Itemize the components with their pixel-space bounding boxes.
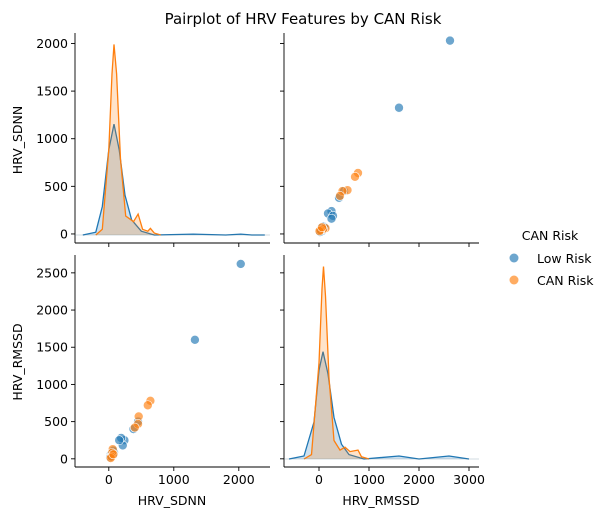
- legend-label-can-risk: CAN Risk: [537, 273, 594, 288]
- legend-marker-can-risk: [509, 275, 519, 285]
- legend-title: CAN Risk: [522, 228, 579, 243]
- y-axis-label-sdnn: HRV_SDNN: [10, 106, 25, 174]
- legend-marker-low-risk: [509, 253, 519, 263]
- kde-fill-low-risk: [82, 124, 265, 235]
- y-axis-label-rmssd: HRV_RMSSD: [10, 323, 25, 400]
- y-tick-label: 2000: [36, 303, 68, 318]
- legend-label-low-risk: Low Risk: [537, 251, 592, 266]
- scatter-point-low-risk: [114, 435, 124, 446]
- scatter-point-low-risk: [394, 102, 404, 113]
- scatter-point-low-risk: [445, 35, 455, 46]
- scatter-point-can-risk: [335, 191, 345, 201]
- scatter-point-can-risk: [130, 422, 140, 433]
- kde-fill-can-risk: [304, 266, 369, 459]
- kde-line-can-risk: [95, 44, 161, 236]
- scatter-point-can-risk: [108, 449, 119, 460]
- scatter-point-can-risk: [350, 172, 360, 182]
- scatter-panel-rmssd-vs-sdnn: [280, 33, 479, 247]
- x-tick-label: 3000: [453, 472, 485, 487]
- kde-panel-rmssd: 0 1000 2000 3000: [280, 255, 485, 487]
- x-tick-label: 1000: [353, 472, 385, 487]
- scatter-point-can-risk: [143, 400, 153, 411]
- y-tick-label: 2500: [36, 265, 68, 280]
- x-axis-label-rmssd: HRV_RMSSD: [342, 493, 419, 508]
- y-tick-label: 2000: [36, 36, 68, 51]
- scatter-point-can-risk: [317, 222, 327, 233]
- y-tick-label: 1500: [36, 340, 68, 355]
- kde-fill-low-risk: [289, 351, 469, 459]
- y-tick-label: 0: [60, 451, 68, 466]
- y-tick-label: 1000: [36, 377, 68, 392]
- y-tick-label: 500: [44, 179, 68, 194]
- x-tick-label: 1000: [158, 472, 190, 487]
- kde-panel-sdnn: 0 500 1000 1500 2000: [36, 33, 270, 247]
- x-tick-label: 0: [315, 472, 323, 487]
- x-axis-label-sdnn: HRV_SDNN: [138, 493, 206, 508]
- chart-title: Pairplot of HRV Features by CAN Risk: [165, 10, 442, 28]
- scatter-point-low-risk: [326, 213, 337, 224]
- scatter-point-low-risk: [190, 334, 200, 345]
- kde-fill-can-risk: [95, 44, 161, 236]
- x-tick-label: 2000: [403, 472, 435, 487]
- y-tick-label: 0: [60, 226, 68, 241]
- y-tick-label: 1500: [36, 84, 68, 99]
- kde-line-can-risk: [303, 266, 370, 460]
- x-tick-label: 2000: [223, 472, 255, 487]
- y-tick-label: 1000: [36, 131, 68, 146]
- scatter-point-low-risk: [235, 259, 246, 269]
- scatter-panel-sdnn-vs-rmssd: 0 1000 2000 0 500 1000 1500 2000 2500: [36, 255, 270, 487]
- legend: CAN Risk Low Risk CAN Risk: [509, 228, 594, 288]
- y-tick-label: 500: [44, 414, 68, 429]
- x-tick-label: 0: [105, 472, 113, 487]
